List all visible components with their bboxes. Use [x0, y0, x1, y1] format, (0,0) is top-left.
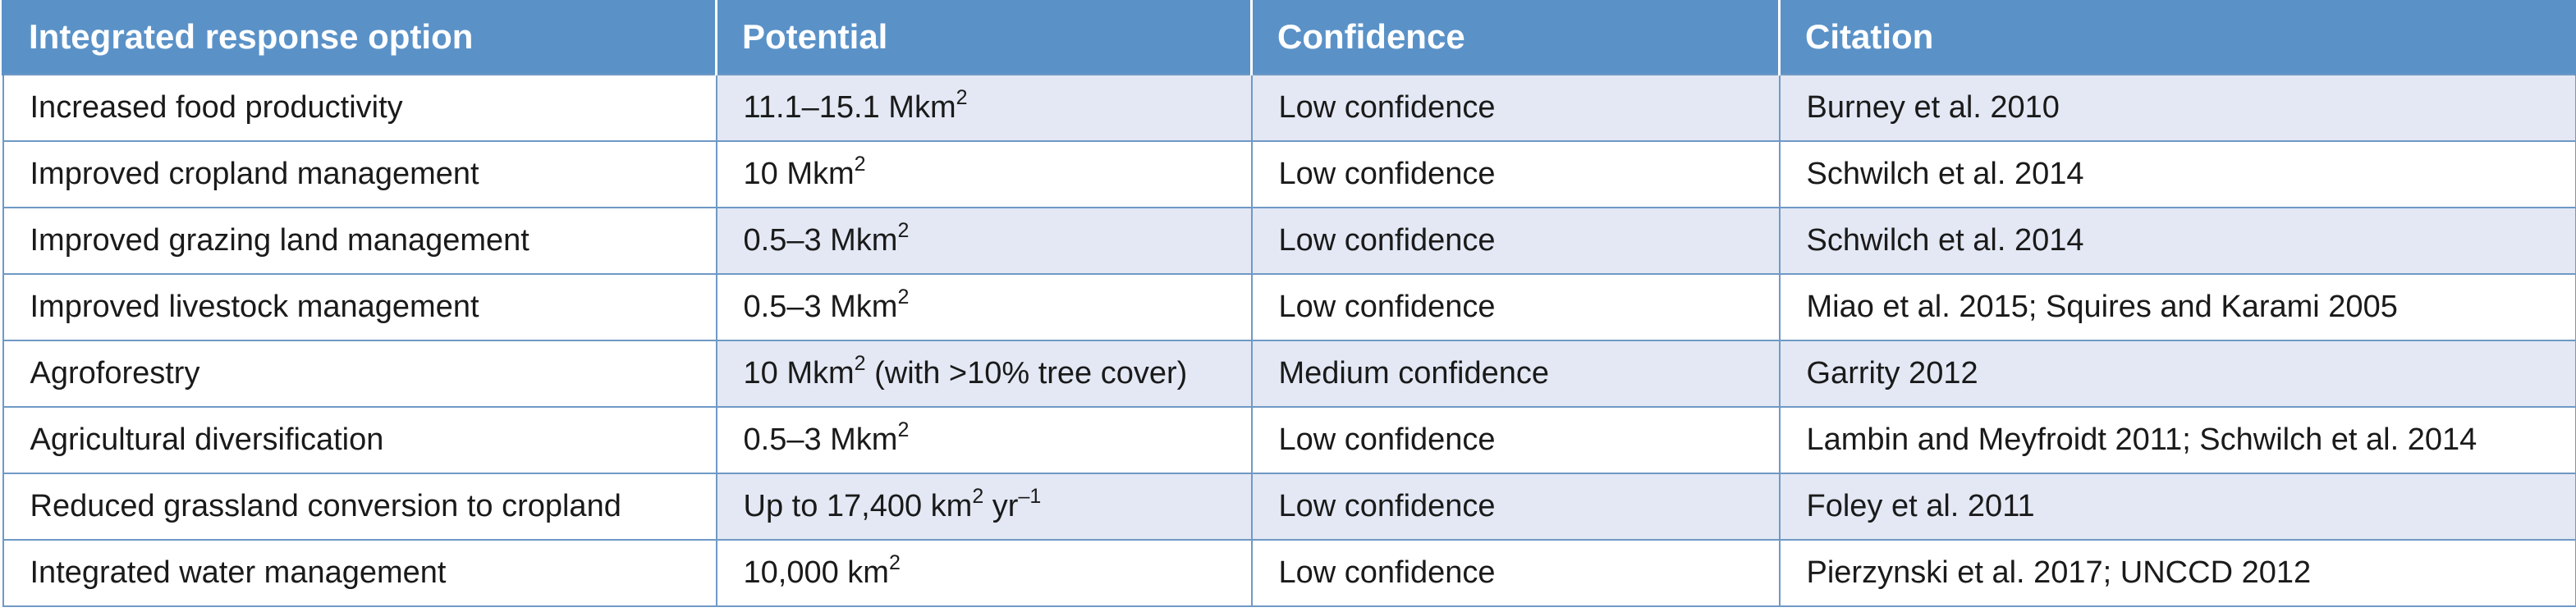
confidence-cell: Low confidence [1250, 74, 1781, 142]
potential-superscript: 2 [897, 219, 910, 243]
potential-value: 0.5–3 Mkm [743, 422, 898, 457]
header-citation: Citation [1778, 0, 2576, 75]
potential-value: 10 Mkm [743, 356, 855, 390]
table-row: Improved cropland management 10 Mkm2 Low… [2, 140, 2576, 208]
confidence-cell: Low confidence [1250, 207, 1781, 275]
table-row: Agricultural diversification 0.5–3 Mkm2 … [2, 406, 2576, 474]
potential-value: 0.5–3 Mkm [743, 290, 898, 324]
citation-cell: Garrity 2012 [1778, 340, 2576, 408]
potential-superscript: 2 [888, 551, 901, 575]
option-cell: Reduced grassland conversion to cropland [2, 473, 717, 541]
potential-tail: (with >10% tree cover) [865, 356, 1188, 390]
potential-value: Up to 17,400 km [743, 489, 973, 523]
potential-value: 10 Mkm [743, 157, 855, 191]
confidence-cell: Low confidence [1250, 273, 1781, 341]
confidence-cell: Low confidence [1250, 140, 1781, 208]
potential-superscript: 2 [854, 352, 866, 376]
option-cell: Improved grazing land management [2, 207, 717, 275]
option-cell: Integrated water management [2, 539, 717, 607]
citation-cell: Lambin and Meyfroidt 2011; Schwilch et a… [1778, 406, 2576, 474]
potential-value: 10,000 km [743, 555, 889, 590]
potential-cell: 11.1–15.1 Mkm2 [715, 74, 1253, 142]
table-row: Improved grazing land management 0.5–3 M… [2, 207, 2576, 275]
option-cell: Agroforestry [2, 340, 717, 408]
option-cell: Improved livestock management [2, 273, 717, 341]
header-integrated-response-option: Integrated response option [2, 0, 717, 75]
table-row: Reduced grassland conversion to cropland… [2, 473, 2576, 541]
potential-cell: 0.5–3 Mkm2 [715, 207, 1253, 275]
citation-cell: Schwilch et al. 2014 [1778, 140, 2576, 208]
potential-superscript: 2 [956, 86, 968, 110]
option-cell: Agricultural diversification [2, 406, 717, 474]
table-row: Increased food productivity 11.1–15.1 Mk… [2, 74, 2576, 142]
header-confidence: Confidence [1250, 0, 1781, 75]
citation-cell: Pierzynski et al. 2017; UNCCD 2012 [1778, 539, 2576, 607]
table-body: Increased food productivity 11.1–15.1 Mk… [2, 74, 2576, 607]
option-cell: Increased food productivity [2, 74, 717, 142]
potential-cell: 10 Mkm2 (with >10% tree cover) [715, 340, 1253, 408]
potential-value: 0.5–3 Mkm [743, 223, 898, 258]
potential-cell: 10,000 km2 [715, 539, 1253, 607]
potential-superscript: 2 [897, 418, 910, 442]
confidence-cell: Low confidence [1250, 539, 1781, 607]
option-cell: Improved cropland management [2, 140, 717, 208]
citation-cell: Foley et al. 2011 [1778, 473, 2576, 541]
citation-cell: Burney et al. 2010 [1778, 74, 2576, 142]
potential-cell: 0.5–3 Mkm2 [715, 273, 1253, 341]
potential-superscript-2: –1 [1018, 485, 1042, 509]
potential-value: 11.1–15.1 Mkm [743, 90, 956, 125]
potential-tail: yr [983, 489, 1019, 523]
confidence-cell: Low confidence [1250, 473, 1781, 541]
table-row: Improved livestock management 0.5–3 Mkm2… [2, 273, 2576, 341]
potential-cell: Up to 17,400 km2 yr–1 [715, 473, 1253, 541]
potential-cell: 0.5–3 Mkm2 [715, 406, 1253, 474]
potential-cell: 10 Mkm2 [715, 140, 1253, 208]
table-row: Integrated water management 10,000 km2 L… [2, 539, 2576, 607]
table-row: Agroforestry 10 Mkm2 (with >10% tree cov… [2, 340, 2576, 408]
confidence-cell: Medium confidence [1250, 340, 1781, 408]
potential-superscript: 2 [972, 485, 984, 509]
header-potential: Potential [715, 0, 1253, 75]
header-row: Integrated response option Potential Con… [2, 0, 2576, 75]
potential-superscript: 2 [897, 285, 910, 309]
table-header: Integrated response option Potential Con… [2, 0, 2576, 75]
potential-superscript: 2 [854, 153, 866, 176]
citation-cell: Schwilch et al. 2014 [1778, 207, 2576, 275]
citation-cell: Miao et al. 2015; Squires and Karami 200… [1778, 273, 2576, 341]
confidence-cell: Low confidence [1250, 406, 1781, 474]
